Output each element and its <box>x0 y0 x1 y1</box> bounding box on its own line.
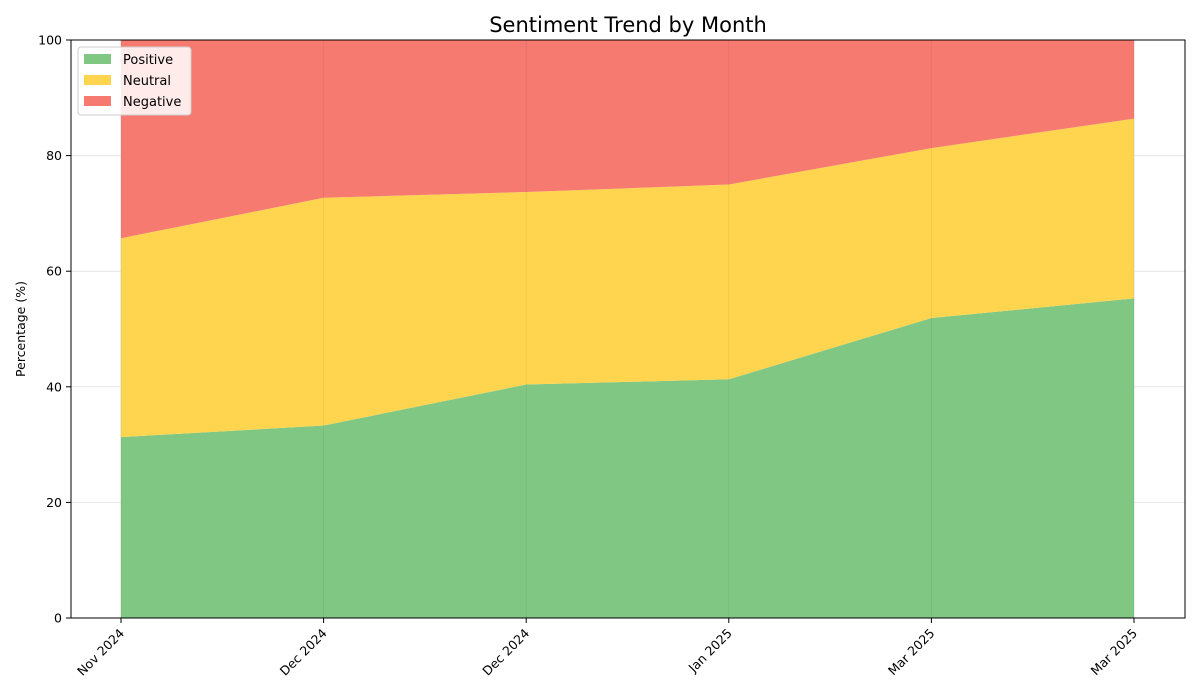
y-tick-label: 40 <box>46 379 62 394</box>
legend-swatch-negative <box>84 96 111 106</box>
legend-swatch-neutral <box>84 75 111 85</box>
area-positive <box>121 298 1134 618</box>
area-layer <box>120 40 1135 618</box>
y-tick-label: 100 <box>38 33 62 48</box>
legend: Positive Neutral Negative <box>77 46 192 116</box>
y-tick-label: 0 <box>54 611 62 626</box>
legend-label-negative: Negative <box>123 95 181 110</box>
legend-label-neutral: Neutral <box>123 74 171 89</box>
y-tick-label: 20 <box>46 495 62 510</box>
plot-frame <box>70 39 1186 619</box>
area-negative <box>121 40 1134 239</box>
y-tick-label: 80 <box>46 148 62 163</box>
y-axis-label: Percentage (%) <box>13 281 28 377</box>
area-neutral <box>121 118 1134 438</box>
y-tick-label: 60 <box>46 264 62 279</box>
legend-label-positive: Positive <box>123 53 173 68</box>
chart-title: Sentiment Trend by Month <box>489 13 767 37</box>
legend-swatch-positive <box>84 54 111 64</box>
